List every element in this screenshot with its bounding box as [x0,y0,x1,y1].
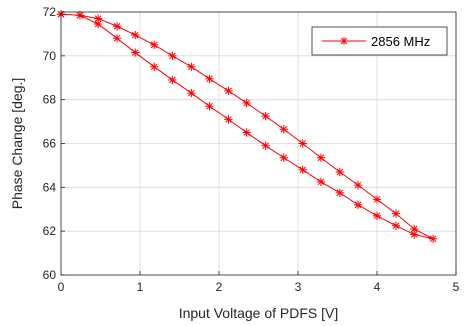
legend-marker-asterisk [339,36,349,46]
x-tick-label: 0 [58,280,65,294]
data-point-marker [205,102,214,111]
data-point-marker [242,98,251,108]
data-point-marker [298,139,307,148]
data-point-marker [261,141,270,150]
y-tick-label: 60 [43,268,57,282]
x-tick-label: 1 [137,280,144,294]
legend: 2856 MHz [311,26,448,56]
y-tick-label: 70 [43,49,57,63]
data-point-marker [279,125,288,134]
legend-asterisk-icon [339,36,349,46]
y-tick-label: 68 [43,93,57,107]
data-point-marker [187,88,196,98]
data-point-marker [335,188,345,198]
data-point-marker [224,115,233,124]
x-tick-label: 4 [374,280,381,294]
data-point-marker [112,22,122,31]
data-point-marker [409,230,419,239]
y-axis-label: Phase Change [deg.] [9,78,25,210]
data-point-marker [131,48,140,57]
data-point-marker [391,221,401,230]
data-point-marker [261,111,270,121]
data-point-marker [150,62,159,71]
data-point-marker [93,14,103,23]
data-point-marker [316,153,326,162]
legend-entry-label: 2856 MHz [371,34,430,49]
y-tick-labels: 60 62 64 66 68 70 72 [43,5,65,282]
x-tick-label: 3 [295,280,302,294]
data-point-marker [187,62,196,71]
y-tick-label: 72 [43,5,57,19]
data-point-marker [409,224,419,234]
data-point-marker [131,30,140,40]
data-point-marker [224,86,233,96]
data-point-marker [242,128,251,137]
data-point-marker [168,75,177,85]
x-tick-label: 5 [453,280,460,294]
data-point-marker [316,177,326,187]
series-layer [56,9,438,244]
y-tick-label: 62 [43,224,57,238]
x-axis-label: Input Voltage of PDFS [V] [179,305,339,321]
data-point-marker [150,40,159,50]
data-point-marker [353,180,363,190]
data-point-marker [372,211,382,221]
data-point-marker [335,167,345,177]
x-tick-label: 2 [216,280,223,294]
data-point-marker [205,74,214,84]
grid-lines [60,11,457,276]
data-point-marker [391,209,401,218]
data-point-marker [298,165,307,174]
data-point-marker [75,11,85,20]
y-tick-label: 66 [43,137,57,151]
data-point-marker [372,195,382,204]
data-point-marker [279,153,288,162]
data-point-marker [428,234,438,244]
data-point-marker [353,200,363,210]
x-tick-labels: 0 1 2 3 4 5 [58,271,460,294]
data-point-marker [168,51,177,61]
data-point-marker [112,34,122,43]
y-tick-label: 64 [43,180,57,194]
